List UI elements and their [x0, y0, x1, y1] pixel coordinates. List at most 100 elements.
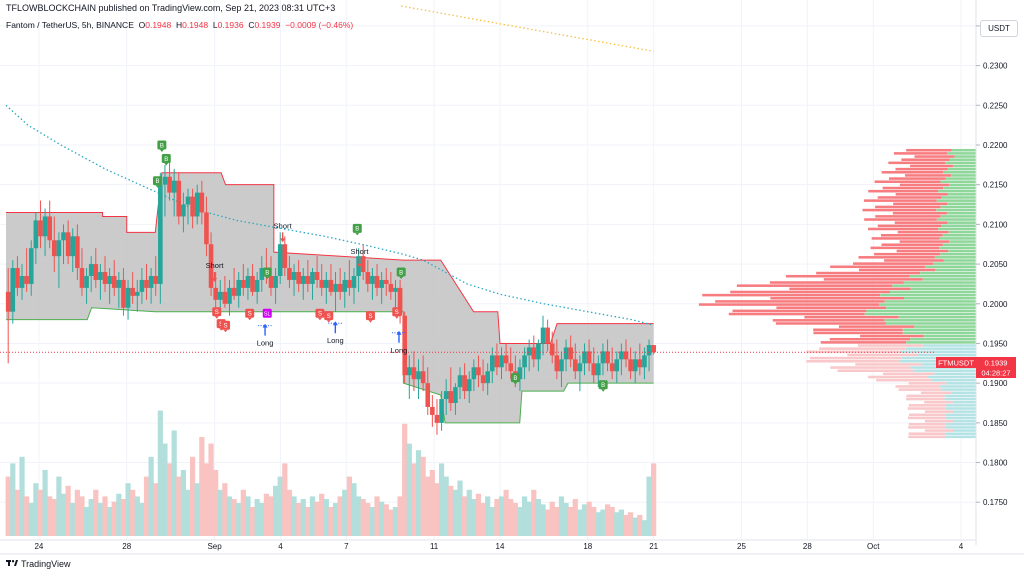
volume-profile-row-buy — [880, 293, 976, 297]
candle-body — [98, 272, 103, 280]
volume-bar — [245, 496, 251, 536]
volume-bar — [388, 509, 394, 536]
volume-profile-row-buy — [948, 249, 976, 253]
volume-bar — [355, 496, 362, 536]
volume-bar — [291, 496, 297, 536]
candle-body — [383, 279, 389, 284]
volume-bar — [452, 489, 459, 536]
volume-bar — [194, 483, 200, 536]
volume-profile-row-sell — [829, 337, 911, 341]
volume-bar — [466, 489, 472, 536]
short-arrow-head — [356, 263, 362, 268]
trade-label-text: Short — [274, 221, 293, 230]
price-axis[interactable]: 0.23500.23000.22500.22000.21500.21000.20… — [975, 0, 1024, 545]
time-tick-label: 24 — [34, 542, 43, 551]
volume-bar — [591, 506, 597, 536]
volume-bar — [586, 501, 592, 536]
volume-profile-row-buy — [910, 287, 976, 291]
candle-body — [139, 279, 145, 292]
candle-body — [402, 315, 407, 376]
signal-tag-label: B — [399, 270, 403, 276]
candle-body — [517, 367, 523, 380]
volume-profile-row-sell — [884, 259, 944, 262]
volume-profile-row-buy — [939, 246, 976, 250]
candle-body — [425, 383, 431, 407]
price-tick-label: 0.2150 — [983, 181, 1008, 190]
volume-bar — [88, 499, 94, 536]
signal-tag-label: S — [224, 324, 228, 330]
volume-bar — [93, 489, 99, 536]
volume-profile-row-buy — [946, 211, 976, 215]
volume-bar — [521, 496, 528, 536]
volume-profile-row-buy — [914, 325, 976, 328]
time-axis[interactable]: 24 28 Sep 4 7 11 14 18 21 25 28 Oct 4 — [0, 539, 1024, 555]
volume-bar — [462, 496, 468, 536]
volume-profile-row-buy — [951, 174, 976, 177]
volume-bar — [10, 463, 16, 536]
long-entry-marker: Long — [391, 330, 407, 355]
volume-bar — [508, 499, 514, 536]
candle-body — [370, 275, 375, 284]
volume-bar — [107, 506, 113, 536]
volume-bar — [328, 506, 334, 536]
signal-tag-pointer — [355, 232, 360, 236]
candle-body — [342, 279, 348, 292]
candle-body — [181, 204, 186, 217]
signal-tag-label: S — [395, 310, 399, 316]
signal-tag-pointer — [601, 389, 606, 392]
candle-body — [231, 287, 237, 296]
buy-signal-marker: B — [510, 373, 520, 385]
candle-body — [52, 240, 57, 257]
symbol-legend[interactable]: Fantom / TetherUS, 5h, BINANCE O0.1948 H… — [6, 20, 353, 30]
buy-signal-marker: B — [262, 267, 272, 280]
candle-body — [462, 375, 467, 392]
volume-bar — [379, 501, 385, 536]
price-tick-label: 0.1900 — [983, 379, 1008, 388]
volume-profile-row-buy — [904, 296, 976, 300]
candle-body — [489, 355, 495, 372]
volume-profile-row-buy — [940, 205, 976, 209]
volume-bar — [632, 517, 638, 536]
volume-profile-row-buy — [898, 315, 976, 319]
volume-bar — [33, 483, 39, 536]
volume-bar — [28, 503, 34, 536]
volume-profile-row-buy — [952, 410, 976, 413]
volume-profile-row-buy — [941, 224, 976, 228]
volume-bar — [102, 496, 108, 536]
volume-bar — [614, 512, 620, 536]
candle-body — [508, 363, 514, 372]
volume-profile-row-sell — [864, 218, 937, 221]
tradingview-footer[interactable]: TradingView — [6, 559, 71, 569]
buy-signal-marker: B — [157, 140, 167, 152]
volume-profile-row-sell — [776, 306, 887, 309]
volume-profile-row-buy — [952, 419, 976, 423]
candle-body — [531, 347, 537, 360]
candle-body — [88, 264, 94, 276]
volume-bar — [360, 499, 366, 536]
candle-body — [646, 345, 652, 356]
currency-button[interactable]: USDT — [980, 20, 1018, 37]
volume-profile-row-sell — [877, 224, 942, 228]
volume-profile-row-buy — [918, 353, 976, 357]
candle-body — [102, 272, 108, 284]
volume-bar — [5, 476, 11, 536]
price-tick-label: 0.1800 — [983, 459, 1008, 468]
ohlc-change: −0.0009 (−0.46%) — [285, 20, 354, 30]
volume-profile-row-buy — [905, 347, 976, 350]
volume-profile-row-buy — [940, 215, 976, 218]
volume-bar — [365, 503, 371, 536]
volume-profile-row-buy — [948, 230, 976, 234]
volume-profile-row-buy — [940, 180, 976, 184]
time-tick-label: 25 — [737, 542, 746, 551]
candle-body — [609, 363, 615, 372]
volume-profile-row-buy — [932, 262, 976, 265]
buy-signal-marker: B — [161, 153, 171, 166]
volume-bar — [323, 499, 329, 536]
volume-bar — [563, 503, 569, 536]
signal-tag-box — [598, 380, 608, 390]
volume-profile-row-sell — [897, 230, 949, 234]
trade-label-text: Short — [206, 261, 225, 270]
ohlc-open-label: O — [138, 20, 146, 30]
